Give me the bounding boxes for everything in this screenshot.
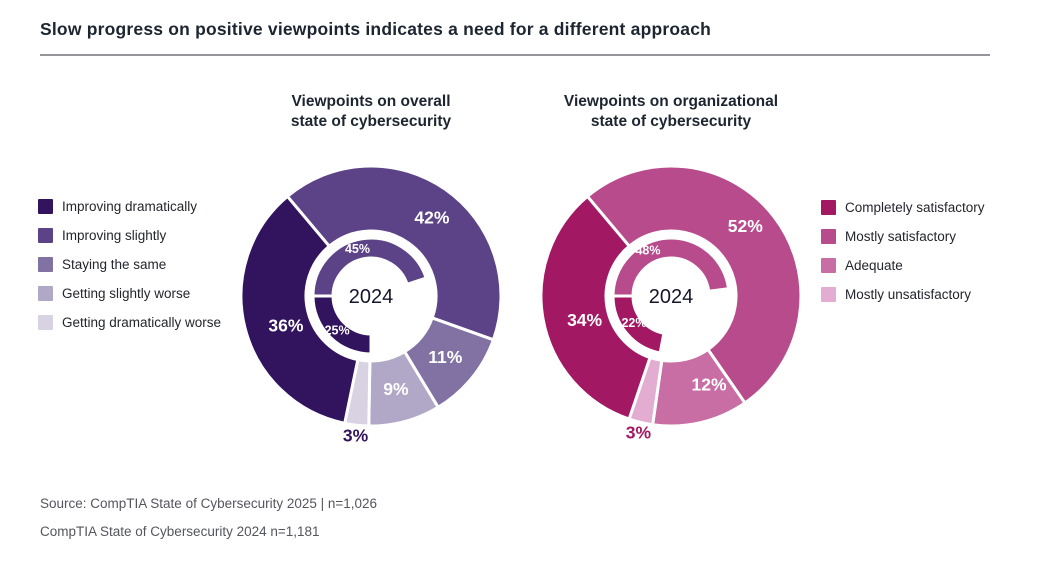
legend-swatch [38, 315, 53, 330]
center-year-label: 2024 [349, 286, 394, 308]
title-divider [40, 54, 990, 56]
inner-ring-segment-mostly-satisfactory [611, 236, 731, 298]
outer-ring-segment-completely-satisfactory [539, 194, 652, 421]
outer-segment-value-label: 36% [268, 316, 303, 336]
donut-chart-overall: 42% 11% 9% 3% 36% 45% 25% 2024 [239, 164, 503, 445]
legend-item: Completely satisfactory [821, 200, 985, 215]
inner-ring-segment-completely-satisfactory [611, 294, 666, 355]
legend-label: Staying the same [62, 257, 167, 272]
legend-swatch [38, 228, 53, 243]
donut-chart-organizational: 52% 12% 3% 34% 48% 22%2024 [539, 164, 803, 442]
legend-swatch [38, 286, 53, 301]
legend-swatch [38, 257, 53, 272]
outer-ring-segment-improving-dramatically [239, 194, 360, 425]
outer-segment-value-label: 3% [626, 422, 652, 442]
page-title: Slow progress on positive viewpoints ind… [40, 19, 712, 39]
outer-segment-value-label: 34% [567, 310, 602, 330]
legend-label: Improving slightly [62, 228, 167, 243]
outer-segment-value-label: 12% [691, 375, 726, 395]
legend-label: Improving dramatically [62, 199, 198, 214]
legend-item: Improving dramatically [38, 199, 221, 214]
legend-label: Adequate [845, 258, 903, 273]
center-year-label: 2024 [649, 286, 694, 308]
legend-label: Getting slightly worse [62, 286, 191, 301]
legend-item: Getting dramatically worse [38, 315, 221, 330]
outer-segment-value-label: 11% [428, 347, 462, 367]
inner-segment-value-label: 48% [635, 244, 660, 258]
outer-ring-segment-improving-slightly [285, 164, 503, 342]
legend-swatch [821, 287, 836, 302]
chart-title-overall: Viewpoints on overall state of cybersecu… [290, 93, 452, 130]
legend-item: Improving slightly [38, 228, 221, 243]
legend-item: Adequate [821, 258, 985, 273]
legend-swatch [821, 258, 836, 273]
legend-organizational: Completely satisfactory Mostly satisfacto… [821, 200, 985, 316]
legend-item: Mostly satisfactory [821, 229, 985, 244]
outer-segment-value-label: 52% [728, 216, 763, 236]
source-line-1: Source: CompTIA State of Cybersecurity 2… [40, 496, 378, 511]
inner-ring-segment-improving-dramatically [311, 294, 373, 356]
outer-segment-value-label: 42% [414, 207, 449, 227]
inner-segment-value-label: 45% [345, 242, 370, 256]
chart-title-organizational: Viewpoints on organizational state of cy… [563, 93, 779, 130]
outer-segment-value-label: 9% [383, 379, 409, 399]
legend-swatch [821, 200, 836, 215]
legend-label: Mostly satisfactory [845, 229, 957, 244]
inner-segment-value-label: 25% [325, 323, 350, 337]
outer-ring-segment-mostly-satisfactory [585, 164, 803, 405]
legend-swatch [821, 229, 836, 244]
inner-segment-value-label: 22% [621, 316, 646, 330]
legend-label: Mostly unsatisfactory [845, 287, 972, 302]
legend-label: Completely satisfactory [845, 200, 985, 215]
source-line-2: CompTIA State of Cybersecurity 2024 n=1,… [40, 524, 320, 539]
legend-label: Getting dramatically worse [62, 315, 222, 330]
legend-item: Mostly unsatisfactory [821, 287, 985, 302]
legend-item: Staying the same [38, 257, 221, 272]
legend-swatch [38, 199, 53, 214]
inner-ring-segment-improving-slightly [311, 236, 428, 298]
legend-overall: Improving dramatically Improving slightly… [38, 199, 221, 344]
legend-item: Getting slightly worse [38, 286, 221, 301]
outer-segment-value-label: 3% [343, 425, 369, 445]
